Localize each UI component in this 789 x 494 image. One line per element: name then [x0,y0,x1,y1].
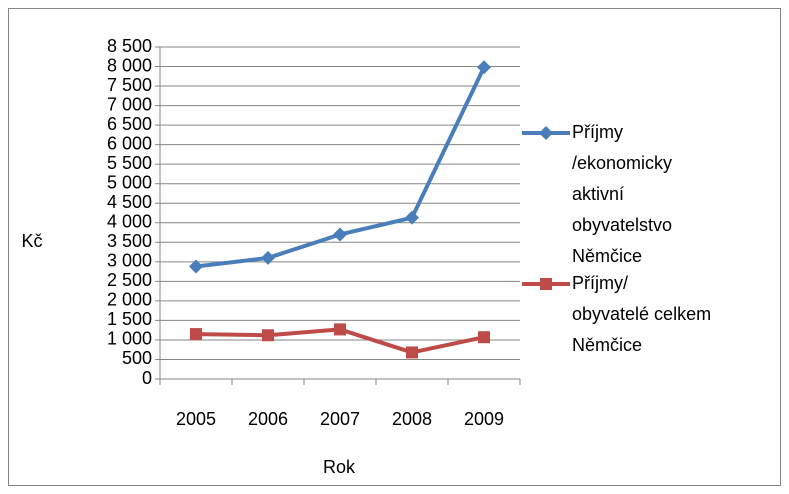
y-tick-label: 0 [142,368,152,388]
x-tick-label: 2007 [320,409,360,429]
y-tick-label: 2 000 [107,290,152,310]
data-point [405,210,419,225]
y-tick-label: 5 000 [107,172,152,192]
data-point [190,328,202,341]
legend-label: Příjmy/ekonomicky aktivní obyvatelstvo Němč… [572,122,672,266]
y-tick-label: 1 500 [107,309,152,329]
x-tick-label: 2009 [464,409,504,429]
data-point [477,60,491,75]
data-point [334,323,346,336]
y-tick-label: 7 500 [107,75,152,95]
x-tick-label: 2008 [392,409,432,429]
y-axis-label: Kč [21,231,42,251]
data-point [189,259,203,274]
x-tick-label: 2005 [176,409,216,429]
y-tick-label: 3 500 [107,231,152,251]
data-point [406,346,418,359]
y-tick-label: 6 000 [107,133,152,153]
x-tick-label: 2006 [248,409,288,429]
legend-label: Příjmy/obyvatelé celkem Němčice [572,273,711,355]
data-point [333,227,347,242]
y-tick-label: 7 000 [107,94,152,114]
data-point [262,329,274,342]
y-tick-label: 6 500 [107,114,152,134]
data-point [478,331,490,344]
legend-marker [539,126,553,140]
chart-border [8,8,781,486]
x-axis-label: Rok [323,457,356,477]
y-tick-label: 2 500 [107,270,152,290]
y-tick-label: 8 000 [107,55,152,75]
y-tick-label: 500 [122,348,152,368]
y-tick-label: 1 000 [107,329,152,349]
legend-marker [540,278,552,290]
y-tick-label: 4 000 [107,212,152,232]
data-point [261,250,275,265]
y-tick-label: 4 500 [107,192,152,212]
y-tick-label: 8 500 [107,36,152,56]
y-tick-label: 5 500 [107,153,152,173]
y-tick-label: 3 000 [107,251,152,271]
